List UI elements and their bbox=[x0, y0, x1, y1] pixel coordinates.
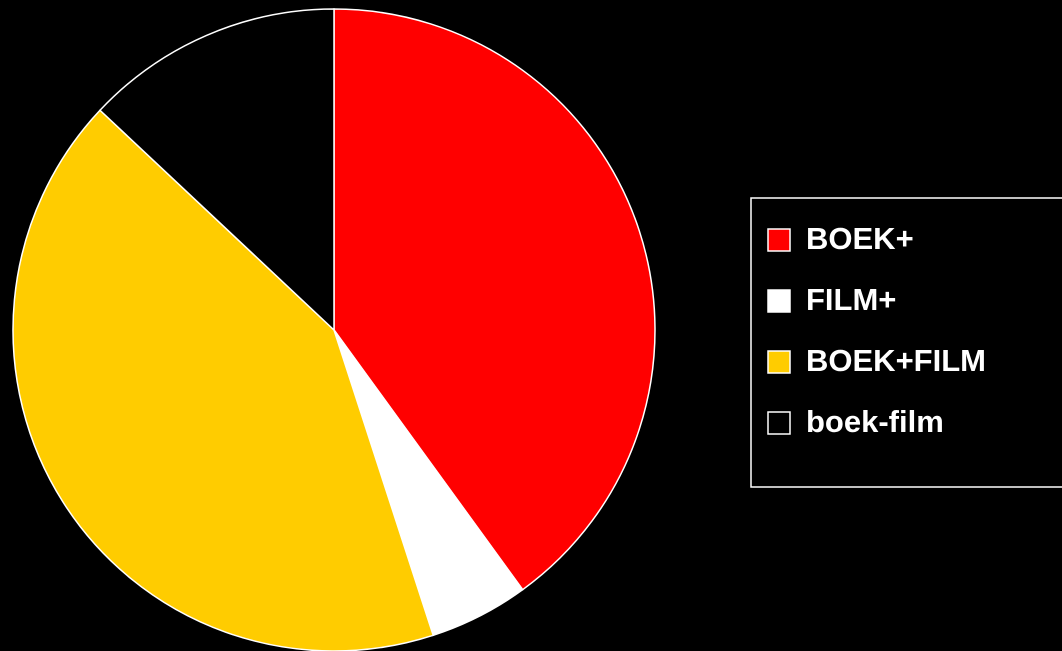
pie-slice bbox=[12, 109, 435, 651]
legend-label: BOEK+FILM bbox=[806, 343, 986, 378]
legend-label: boek-film bbox=[806, 404, 944, 439]
legend-box bbox=[750, 197, 1062, 488]
pie-slice bbox=[98, 8, 335, 332]
pie-slice bbox=[333, 8, 656, 591]
legend-label: FILM+ bbox=[806, 282, 896, 317]
legend-swatch bbox=[767, 228, 791, 252]
legend-swatch bbox=[767, 350, 791, 374]
legend-label: BOEK+ bbox=[806, 221, 914, 256]
legend-swatch bbox=[767, 289, 791, 313]
legend-swatch bbox=[767, 411, 791, 435]
